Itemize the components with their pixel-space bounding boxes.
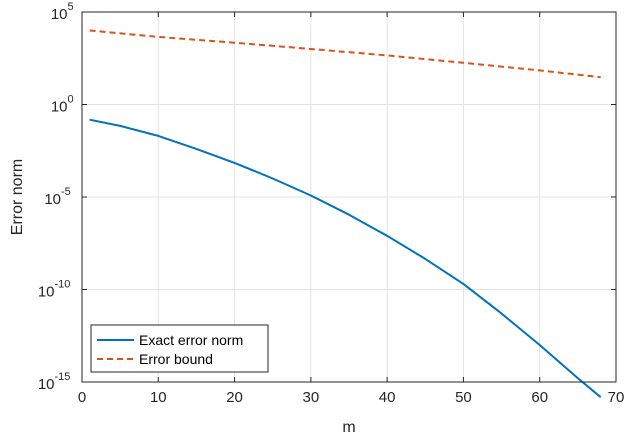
x-tick-label: 40 bbox=[379, 389, 396, 406]
legend-label-error-bound: Error bound bbox=[139, 351, 213, 367]
series-line-exact-error-norm bbox=[89, 118, 602, 398]
y-tick-base: 10 bbox=[51, 6, 68, 23]
y-tick-base: 10 bbox=[38, 284, 55, 301]
legend-label-exact-error-norm: Exact error norm bbox=[139, 332, 243, 348]
x-tick-label: 60 bbox=[531, 389, 548, 406]
x-tick-label: 30 bbox=[303, 389, 320, 406]
y-tick-exponent: -5 bbox=[61, 186, 71, 198]
x-tick-label: 10 bbox=[150, 389, 167, 406]
series-line-error-bound bbox=[89, 29, 601, 79]
y-tick-label: 10 -15 bbox=[38, 371, 71, 393]
x-axis-label: m bbox=[342, 419, 355, 436]
y-tick-exponent: 5 bbox=[68, 1, 74, 13]
y-tick-label: 10 0 bbox=[51, 94, 74, 116]
x-tick-labels: 0 10 20 30 40 50 60 70 bbox=[78, 389, 625, 406]
y-tick-label: 10 -5 bbox=[44, 186, 70, 208]
x-tick-label: 70 bbox=[608, 389, 625, 406]
y-tick-base: 10 bbox=[51, 99, 68, 116]
x-tick-label: 0 bbox=[78, 389, 86, 406]
y-axis-label: Error norm bbox=[9, 159, 26, 235]
legend-box bbox=[90, 324, 269, 373]
x-tick-label: 20 bbox=[226, 389, 243, 406]
y-tick-label: 10 -10 bbox=[38, 279, 71, 301]
x-tick-label: 50 bbox=[455, 389, 472, 406]
y-tick-exponent: -10 bbox=[55, 279, 71, 291]
y-tick-base: 10 bbox=[44, 191, 61, 208]
y-tick-exponent: -15 bbox=[55, 371, 71, 383]
y-tick-exponent: 0 bbox=[68, 94, 74, 106]
legend: Exact error norm Error bound bbox=[90, 324, 269, 373]
grid bbox=[82, 12, 616, 382]
series-layer bbox=[89, 29, 602, 398]
ticks bbox=[81, 11, 617, 383]
y-tick-base: 10 bbox=[38, 376, 55, 393]
y-tick-label: 10 5 bbox=[51, 1, 74, 23]
